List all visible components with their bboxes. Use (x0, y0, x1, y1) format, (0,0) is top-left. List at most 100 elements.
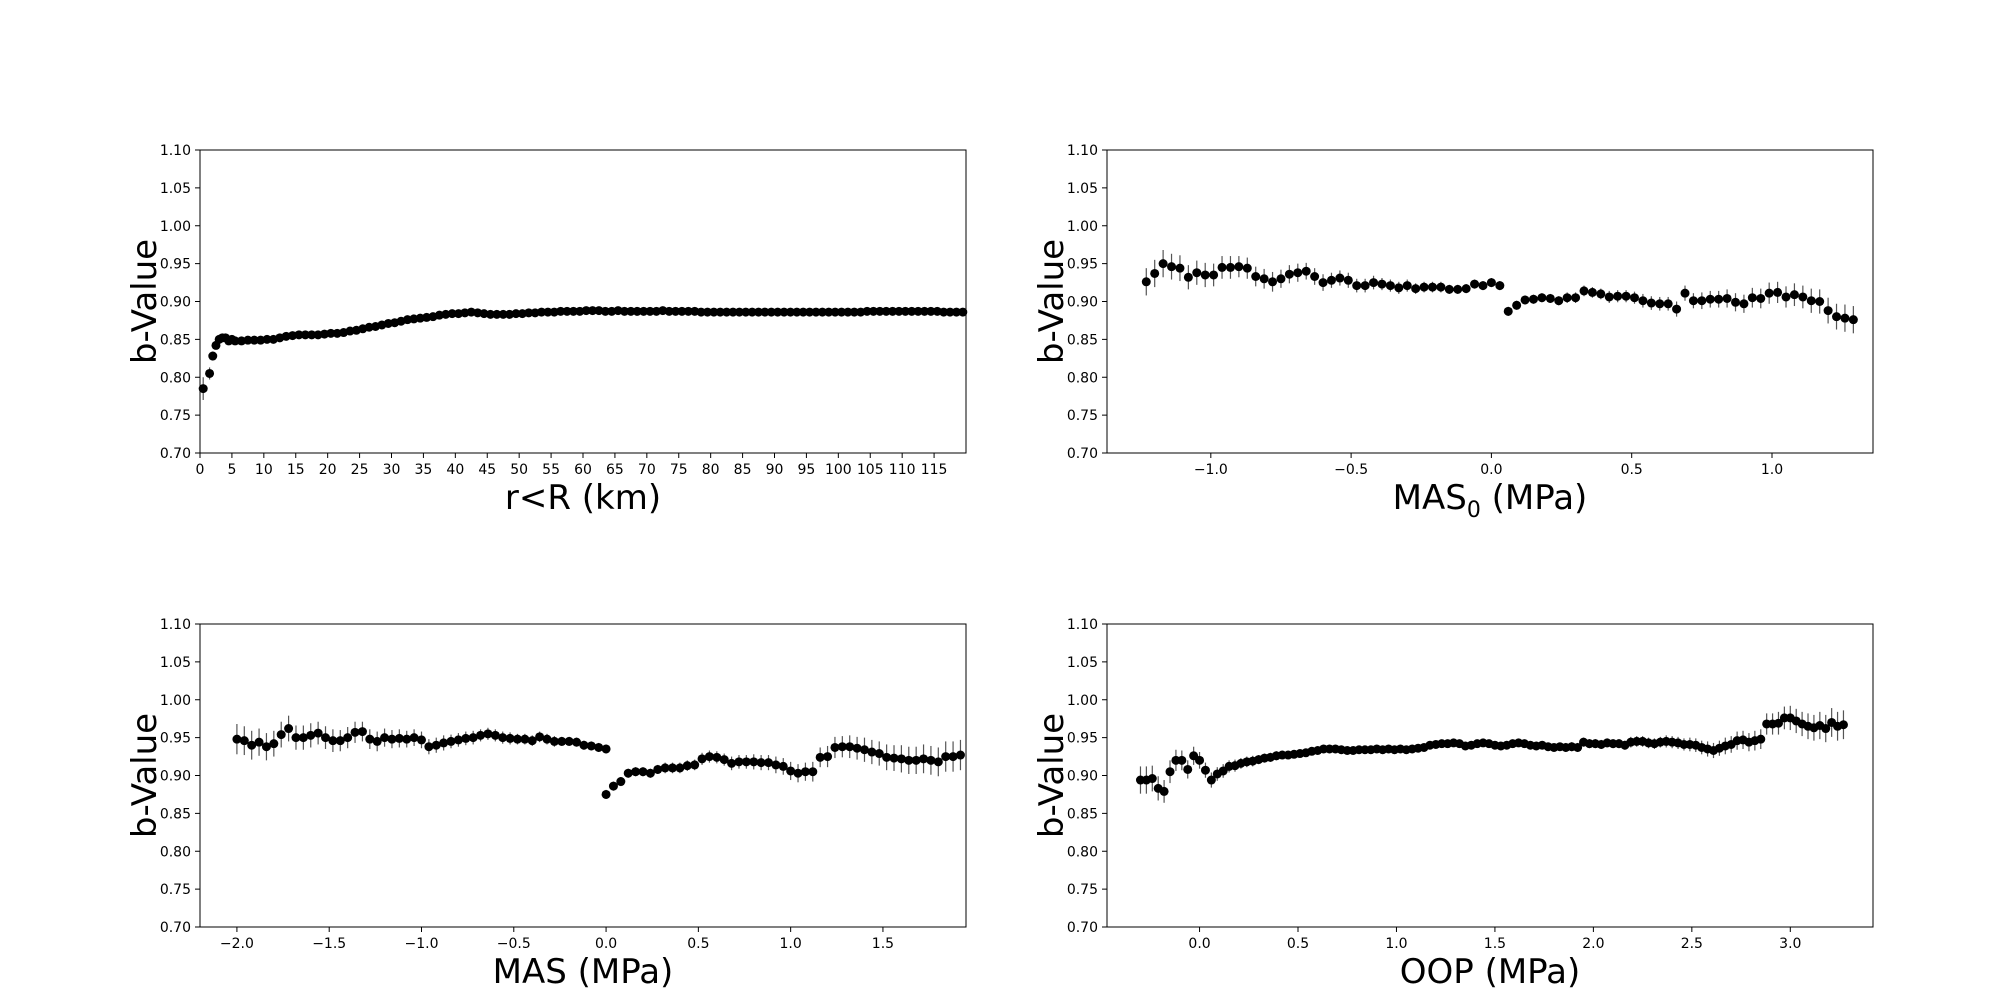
x-tick-label: 35 (415, 462, 433, 478)
data-point (1714, 294, 1724, 304)
chart-panel-3: −2.0 −1.5 −1.0 −0.5 0.0 0.5 1.0 1.5 0.70 0.75 0.80… (125, 617, 967, 992)
data-point (888, 306, 898, 316)
x-tick-label: 95 (798, 462, 816, 478)
chart-panel-4: 0.0 0.5 1.0 1.5 2.0 2.5 3.0 0.70 0.75 0.80 0.85 0.9… (1032, 617, 1874, 992)
x-tick-label: 2.5 (1681, 936, 1703, 952)
data-point (939, 307, 949, 317)
x-axis-title: MAS0 (MPa) (1393, 478, 1588, 523)
x-tick-label: 1.0 (1385, 936, 1407, 952)
y-tick-label: 0.70 (1067, 920, 1098, 936)
data-point (919, 754, 929, 764)
x-axis-title: r<R (km) (505, 478, 661, 518)
x-axis-title: OOP (MPa) (1400, 952, 1581, 992)
data-point (1183, 272, 1193, 282)
data-point (307, 330, 317, 340)
data-point (468, 733, 478, 743)
data-point (741, 757, 751, 767)
x-tick-label: 0.5 (687, 936, 709, 952)
data-point (1150, 268, 1160, 278)
data-point (1688, 296, 1698, 306)
y-axis-title: b-Value (1032, 713, 1072, 838)
data-point (394, 733, 404, 743)
y-tick-label: 0.80 (1067, 844, 1098, 860)
data-point (874, 749, 884, 759)
data-point (653, 764, 663, 774)
data-point (1352, 281, 1362, 291)
data-point (601, 789, 611, 799)
x-tick-label: −2.0 (220, 936, 254, 952)
data-point (1739, 299, 1749, 309)
data-point (951, 307, 961, 317)
data-point (1158, 259, 1168, 269)
data-point (749, 757, 759, 767)
data-point (1141, 277, 1151, 287)
data-point (564, 736, 574, 746)
data-point (904, 755, 914, 765)
data-point (815, 752, 825, 762)
data-point (896, 754, 906, 764)
y-tick-label: 1.00 (1067, 693, 1098, 709)
y-tick-label: 0.95 (1067, 731, 1098, 747)
data-point (485, 309, 495, 319)
data-point (581, 306, 591, 316)
data-point (1579, 286, 1589, 296)
data-point (1165, 767, 1175, 777)
y-tick-label: 1.05 (1067, 181, 1098, 197)
data-point (849, 307, 859, 317)
data-point (1195, 755, 1205, 765)
data-point (269, 739, 279, 749)
data-point (1630, 293, 1640, 303)
data-point (1369, 278, 1379, 288)
data-point (900, 306, 910, 316)
data-point (837, 307, 847, 317)
x-tick-label: −1.5 (312, 936, 346, 952)
data-point (778, 761, 788, 771)
data-point (402, 734, 412, 744)
x-tick-label: 1.0 (1761, 462, 1783, 478)
data-point (875, 306, 885, 316)
data-point (754, 307, 764, 317)
data-point (1335, 273, 1345, 283)
y-tick-label: 1.05 (1067, 655, 1098, 671)
data-point (335, 736, 345, 746)
data-point (1781, 292, 1791, 302)
data-point (328, 736, 338, 746)
data-point (208, 351, 218, 361)
data-point (1360, 281, 1370, 291)
data-point (955, 750, 965, 760)
data-point (1596, 289, 1606, 299)
x-tick-label: 110 (889, 462, 916, 478)
data-point (1259, 274, 1269, 284)
chart-panel-1: 0 5 10 15 20 25 30 35 40 45 50 55 60 65 70 75 80 85 90 95 10… (125, 143, 968, 518)
x-axis-title: MAS (MPa) (493, 952, 674, 992)
data-point (1225, 262, 1235, 272)
data-point (824, 307, 834, 317)
x-tick-label: −0.5 (1334, 462, 1368, 478)
data-point (1571, 293, 1581, 303)
data-point (1217, 262, 1227, 272)
data-point (1747, 293, 1757, 303)
data-point (520, 734, 530, 744)
data-point (623, 768, 633, 778)
data-point (793, 768, 803, 778)
data-point (1503, 306, 1513, 316)
data-point (805, 307, 815, 317)
data-point (1310, 272, 1320, 282)
data-point (837, 742, 847, 752)
data-point (1167, 262, 1177, 272)
data-point (562, 306, 572, 316)
y-tick-label: 0.90 (1067, 769, 1098, 785)
data-point (760, 307, 770, 317)
data-point (792, 307, 802, 317)
data-point (409, 733, 419, 743)
data-point (1838, 720, 1848, 730)
x-tick-label: 25 (351, 462, 369, 478)
data-point (696, 307, 706, 317)
data-point (771, 760, 781, 770)
data-point (1209, 270, 1219, 280)
y-tick-label: 0.70 (160, 920, 191, 936)
data-series (232, 715, 965, 799)
data-point (830, 307, 840, 317)
data-point (249, 335, 259, 345)
data-point (579, 740, 589, 750)
